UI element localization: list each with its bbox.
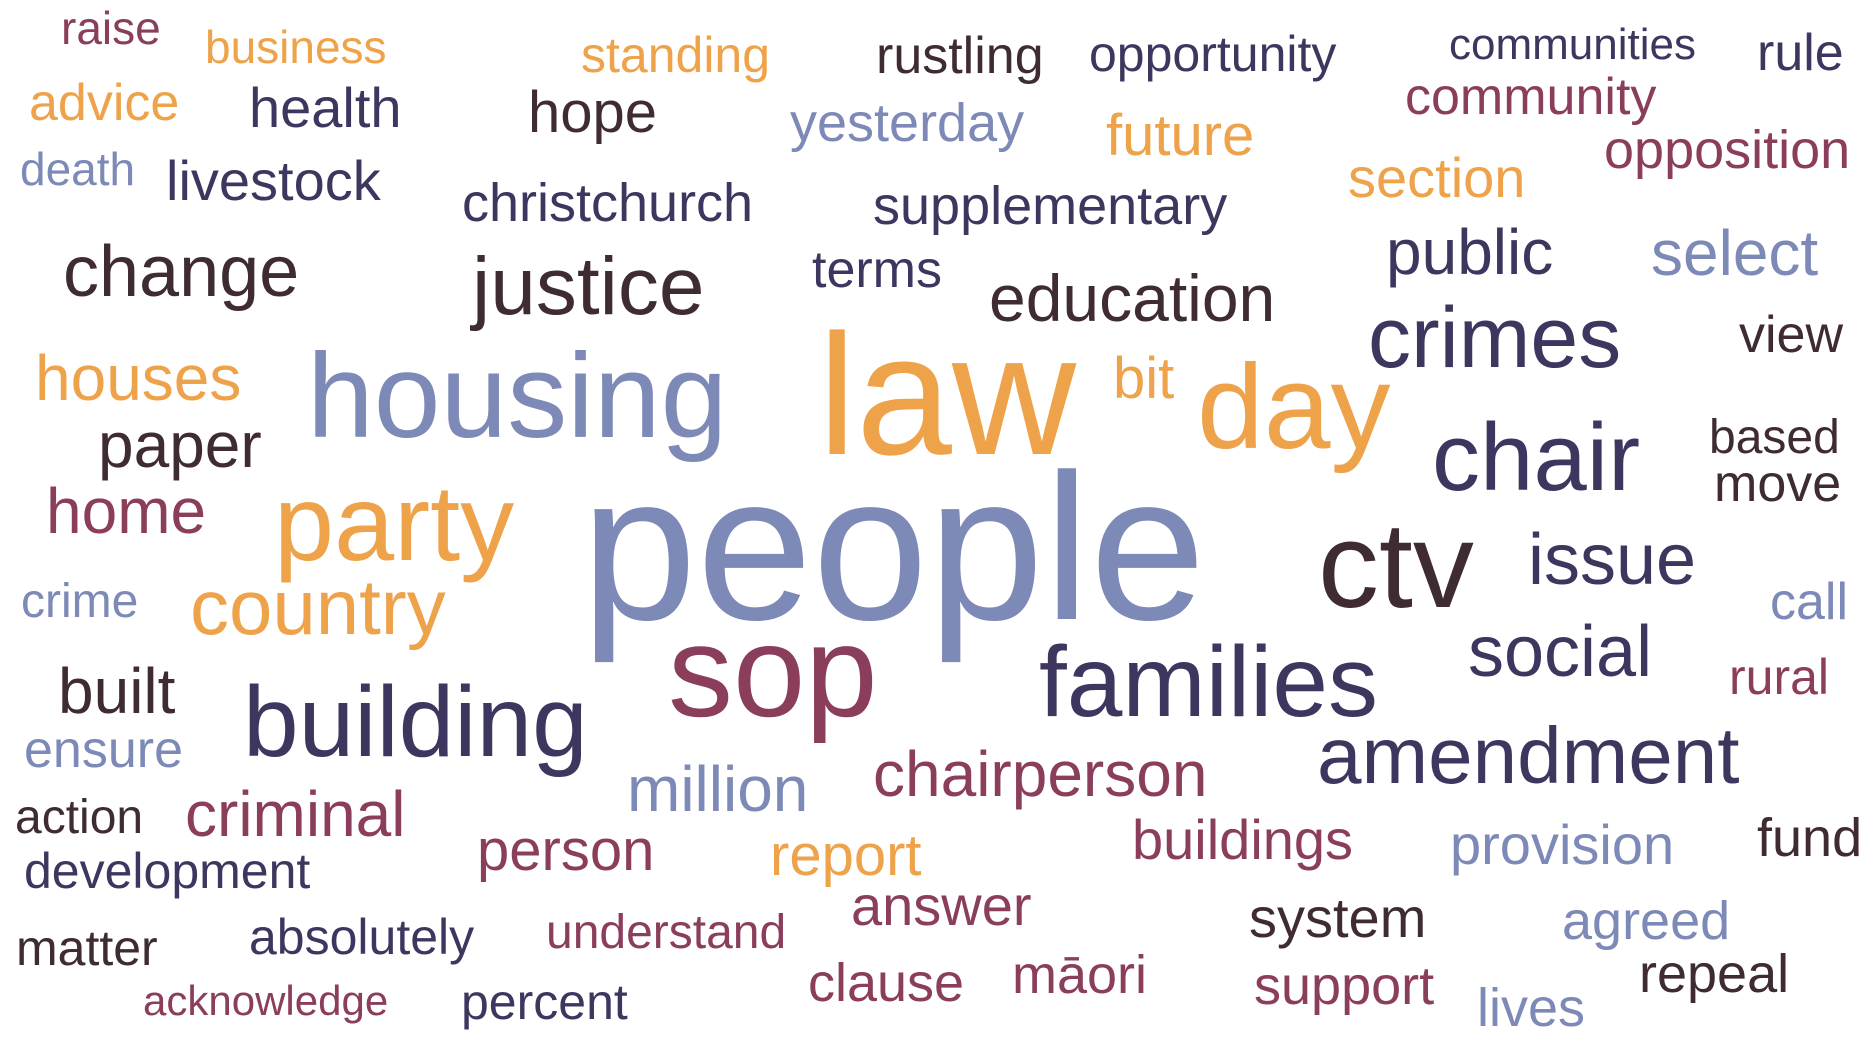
word: public bbox=[1386, 216, 1554, 288]
word: standing bbox=[581, 27, 771, 83]
word: rule bbox=[1757, 24, 1844, 82]
word: section bbox=[1348, 146, 1526, 209]
word: answer bbox=[851, 874, 1032, 937]
word: crime bbox=[21, 575, 139, 628]
word: amendment bbox=[1317, 711, 1740, 800]
word: view bbox=[1739, 306, 1844, 364]
word: paper bbox=[98, 409, 262, 481]
word: based bbox=[1709, 411, 1840, 464]
word: built bbox=[58, 655, 176, 727]
word: business bbox=[205, 21, 387, 73]
word: bit bbox=[1113, 346, 1175, 411]
word: yesterday bbox=[790, 93, 1025, 153]
word: party bbox=[274, 462, 515, 583]
word: action bbox=[15, 791, 144, 844]
word: system bbox=[1249, 886, 1427, 949]
word: acknowledge bbox=[143, 977, 389, 1024]
word: death bbox=[20, 143, 136, 195]
word: terms bbox=[812, 241, 942, 299]
word: million bbox=[627, 753, 809, 825]
word: person bbox=[477, 818, 655, 883]
word: families bbox=[1039, 626, 1378, 738]
word: justice bbox=[472, 241, 705, 332]
word: report bbox=[770, 823, 922, 888]
word: houses bbox=[35, 342, 242, 414]
word: chair bbox=[1432, 404, 1641, 511]
word: buildings bbox=[1132, 808, 1354, 871]
word: community bbox=[1405, 68, 1657, 126]
word: provision bbox=[1450, 813, 1675, 876]
word: lives bbox=[1477, 978, 1586, 1038]
word: country bbox=[190, 563, 446, 651]
word: livestock bbox=[166, 149, 381, 212]
word: ensure bbox=[24, 721, 183, 779]
word: day bbox=[1197, 340, 1391, 474]
word: social bbox=[1468, 612, 1653, 692]
word: communities bbox=[1449, 20, 1696, 69]
word: people bbox=[581, 432, 1206, 664]
word: call bbox=[1770, 573, 1849, 631]
word: opposition bbox=[1604, 120, 1851, 180]
word: clause bbox=[808, 953, 965, 1013]
word: supplementary bbox=[873, 176, 1228, 236]
word: sop bbox=[668, 598, 878, 744]
word: percent bbox=[461, 974, 628, 1030]
word: understand bbox=[546, 906, 787, 959]
word: repeal bbox=[1639, 944, 1790, 1004]
word: fund bbox=[1757, 808, 1863, 868]
word: crimes bbox=[1368, 290, 1622, 386]
word: matter bbox=[16, 920, 158, 976]
word: future bbox=[1106, 103, 1255, 168]
word: advice bbox=[29, 74, 180, 132]
word: māori bbox=[1012, 945, 1148, 1005]
word: rural bbox=[1729, 649, 1830, 705]
word: select bbox=[1651, 217, 1819, 289]
word: absolutely bbox=[249, 909, 475, 965]
word: criminal bbox=[185, 778, 406, 850]
word: agreed bbox=[1562, 891, 1731, 951]
word: issue bbox=[1528, 520, 1697, 600]
word: raise bbox=[61, 2, 161, 54]
word: development bbox=[24, 843, 311, 899]
word: rustling bbox=[876, 27, 1044, 85]
word: chairperson bbox=[873, 738, 1208, 810]
word: ctv bbox=[1318, 497, 1474, 633]
word: hope bbox=[528, 80, 658, 145]
word: christchurch bbox=[462, 173, 754, 233]
word: change bbox=[63, 232, 300, 312]
word: health bbox=[249, 76, 402, 139]
word: law bbox=[818, 299, 1077, 491]
word: opportunity bbox=[1089, 26, 1337, 82]
word: education bbox=[989, 261, 1276, 335]
word: building bbox=[243, 666, 588, 778]
word: housing bbox=[307, 329, 728, 463]
word: support bbox=[1254, 956, 1435, 1016]
word: move bbox=[1714, 455, 1842, 513]
word: home bbox=[46, 475, 207, 547]
